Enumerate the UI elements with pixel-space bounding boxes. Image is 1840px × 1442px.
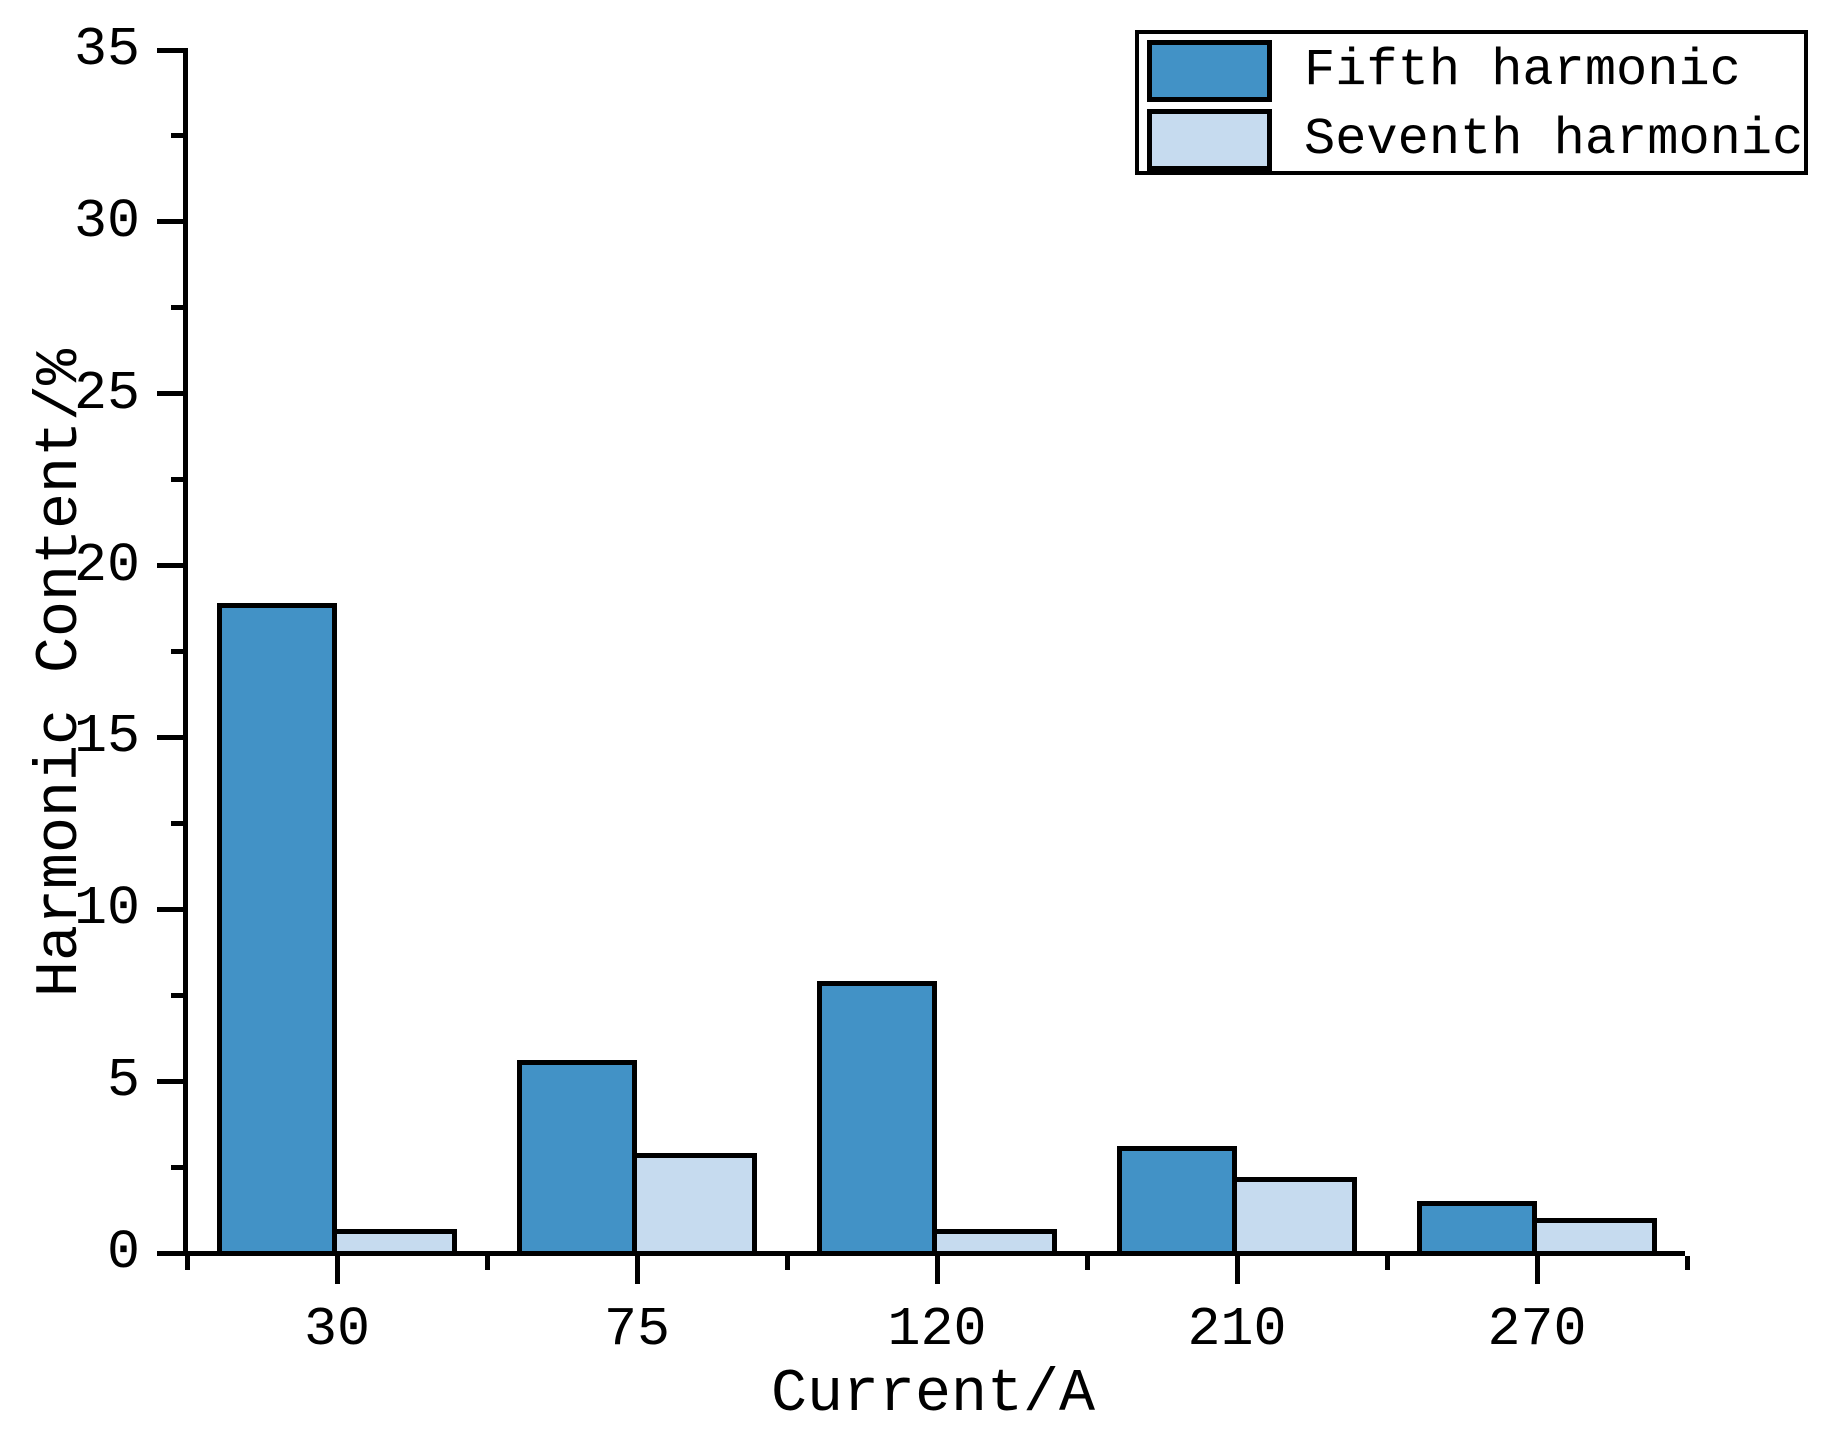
y-minor-tick [171, 820, 185, 826]
y-major-tick [157, 906, 185, 912]
x-major-tick [934, 1255, 940, 1284]
x-axis-title: Current/A [770, 1361, 1096, 1429]
bar-fifth-120 [817, 980, 937, 1256]
x-major-tick [1534, 1255, 1540, 1284]
y-major-tick [157, 1078, 185, 1084]
y-major-tick [157, 47, 185, 53]
x-tick-label: 270 [1487, 1298, 1587, 1361]
x-minor-tick [784, 1255, 790, 1270]
y-minor-tick [171, 992, 185, 998]
x-major-tick [1234, 1255, 1240, 1284]
legend-label-seventh-harmonic: Seventh harmonic [1304, 110, 1804, 169]
bar-fifth-30 [217, 602, 337, 1256]
bar-fifth-270 [1417, 1200, 1537, 1256]
x-tick-label: 30 [303, 1298, 370, 1361]
legend-swatch-seventh-harmonic [1147, 109, 1272, 171]
x-minor-tick [1384, 1255, 1390, 1270]
y-major-tick [157, 734, 185, 740]
y-minor-tick [171, 133, 185, 139]
x-minor-tick [1084, 1255, 1090, 1270]
x-major-tick [634, 1255, 640, 1284]
bar-seventh-75 [632, 1152, 757, 1256]
y-tick-label: 35 [73, 18, 140, 81]
x-tick-label: 210 [1187, 1298, 1287, 1361]
y-minor-tick [171, 305, 185, 311]
y-major-tick [157, 391, 185, 397]
y-major-tick [157, 563, 185, 569]
x-tick-label: 75 [603, 1298, 670, 1361]
bar-seventh-210 [1232, 1176, 1357, 1256]
y-minor-tick [171, 649, 185, 654]
x-axis-spine [182, 1250, 1685, 1256]
x-minor-tick [184, 1255, 190, 1270]
bar-fifth-210 [1117, 1145, 1237, 1256]
y-axis-spine [182, 47, 188, 1256]
y-minor-tick [171, 477, 185, 483]
y-major-tick [157, 1250, 185, 1256]
y-minor-tick [171, 1164, 185, 1170]
y-tick-label: 0 [106, 1221, 140, 1284]
x-major-tick [334, 1255, 340, 1284]
x-minor-tick [484, 1255, 490, 1270]
legend: Fifth harmonic Seventh harmonic [1135, 30, 1808, 175]
y-tick-label: 10 [73, 877, 140, 941]
x-minor-tick [1684, 1255, 1690, 1270]
y-tick-label: 15 [73, 705, 140, 769]
y-tick-label: 30 [73, 189, 140, 253]
x-tick-label: 120 [887, 1298, 987, 1361]
bar-fifth-75 [517, 1059, 637, 1256]
legend-label-fifth-harmonic: Fifth harmonic [1304, 41, 1741, 100]
y-major-tick [157, 219, 185, 225]
y-tick-label: 5 [106, 1049, 140, 1113]
y-axis-title: Harmonic Content/% [27, 348, 95, 998]
legend-swatch-fifth-harmonic [1147, 40, 1272, 102]
y-tick-label: 20 [73, 533, 140, 597]
y-tick-label: 25 [73, 361, 140, 425]
